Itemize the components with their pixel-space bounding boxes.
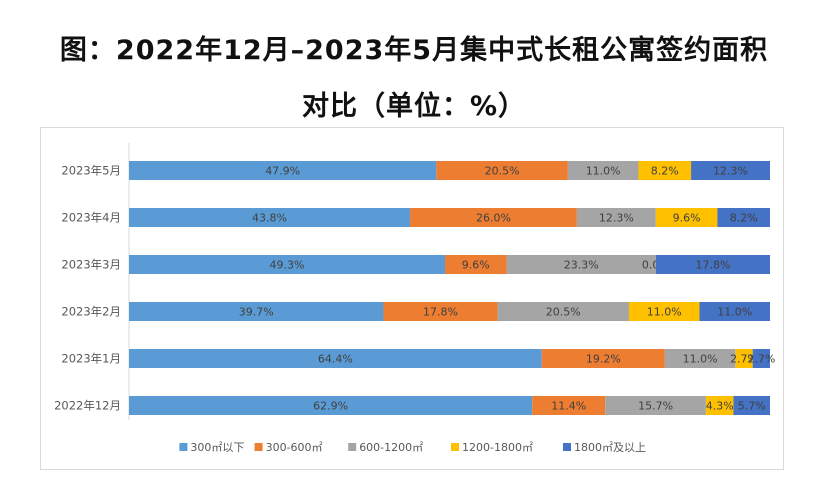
data-label: 62.9% [313,400,348,413]
bar-segment [129,161,437,180]
bar-segment [383,302,498,321]
data-label: 5.7% [738,400,766,413]
legend-item: 300㎡以下 [190,441,244,454]
chart-title-line1: 图：2022年12月–2023年5月集中式长租公寓签约面积 [59,35,769,66]
bar-segment [638,161,692,180]
data-label: 11.0% [647,306,682,319]
data-label: 20.5% [546,306,581,319]
data-label: 9.6% [462,259,490,272]
legend-item: 600-1200㎡ [359,441,423,454]
data-label: 12.3% [713,165,748,178]
bar-segment [541,349,665,368]
data-label: 19.2% [586,353,621,366]
legend-item: 300-600㎡ [266,441,323,454]
chart-frame [40,127,784,470]
data-label: 47.9% [265,165,300,178]
data-label: 15.7% [638,400,673,413]
bar-segment [691,161,770,180]
data-label: 2.7% [730,353,758,366]
bar-segment [628,302,700,321]
data-label: 11.0% [586,165,621,178]
data-label: 11.0% [683,353,718,366]
bar-segment [129,349,542,368]
bar-segment [129,255,446,274]
data-label: 17.8% [695,259,730,272]
data-label: 2.7% [747,353,775,366]
bar-segment [733,396,770,415]
bar-segment [129,396,533,415]
data-label: 4.3% [706,400,734,413]
legend-swatch [348,443,357,451]
data-label: 8.2% [730,212,758,225]
bar-segment [655,255,770,274]
bar-segment [605,396,706,415]
data-label: 23.3% [564,259,599,272]
data-label: 12.3% [599,212,634,225]
category-label: 2023年4月 [61,211,121,225]
category-label: 2023年3月 [61,258,121,272]
bar-segment [717,208,770,227]
data-label: 11.4% [551,400,586,413]
chart-title-line2: 对比（单位：%） [301,91,527,122]
data-label: 39.7% [239,306,274,319]
legend-swatch [254,443,263,451]
data-label: 8.2% [651,165,679,178]
data-label: 17.8% [423,306,458,319]
data-label: 64.4% [318,353,353,366]
category-label: 2023年1月 [61,352,121,366]
bar-segment [436,161,568,180]
data-label: 20.5% [485,165,520,178]
data-label: 11.0% [717,306,752,319]
bar-segment [129,208,411,227]
bar-segment [567,161,639,180]
legend-item: 1200-1800㎡ [462,441,533,454]
bar-segment [655,208,718,227]
bar-segment [532,396,606,415]
bar-segment [705,396,734,415]
bar-segment [664,349,736,368]
legend-swatch [451,443,459,451]
bar-segment [699,302,770,321]
legend-swatch [179,443,188,451]
bar-segment [576,208,656,227]
bar-segment [506,255,656,274]
data-label: 9.6% [673,212,701,225]
bar-segment [410,208,577,227]
legend-swatch [563,443,571,451]
category-label: 2023年5月 [61,164,121,178]
data-label: 26.0% [476,212,511,225]
category-label: 2022年12月 [54,399,121,413]
bar-segment [497,302,629,321]
data-label: 43.8% [252,212,287,225]
data-label: 49.3% [270,259,305,272]
bar-segment [752,349,770,368]
category-label: 2023年2月 [61,305,121,319]
bar-segment [129,302,384,321]
bar-segment [735,349,753,368]
bar-segment [445,255,507,274]
legend-item: 1800㎡及以上 [574,441,646,454]
